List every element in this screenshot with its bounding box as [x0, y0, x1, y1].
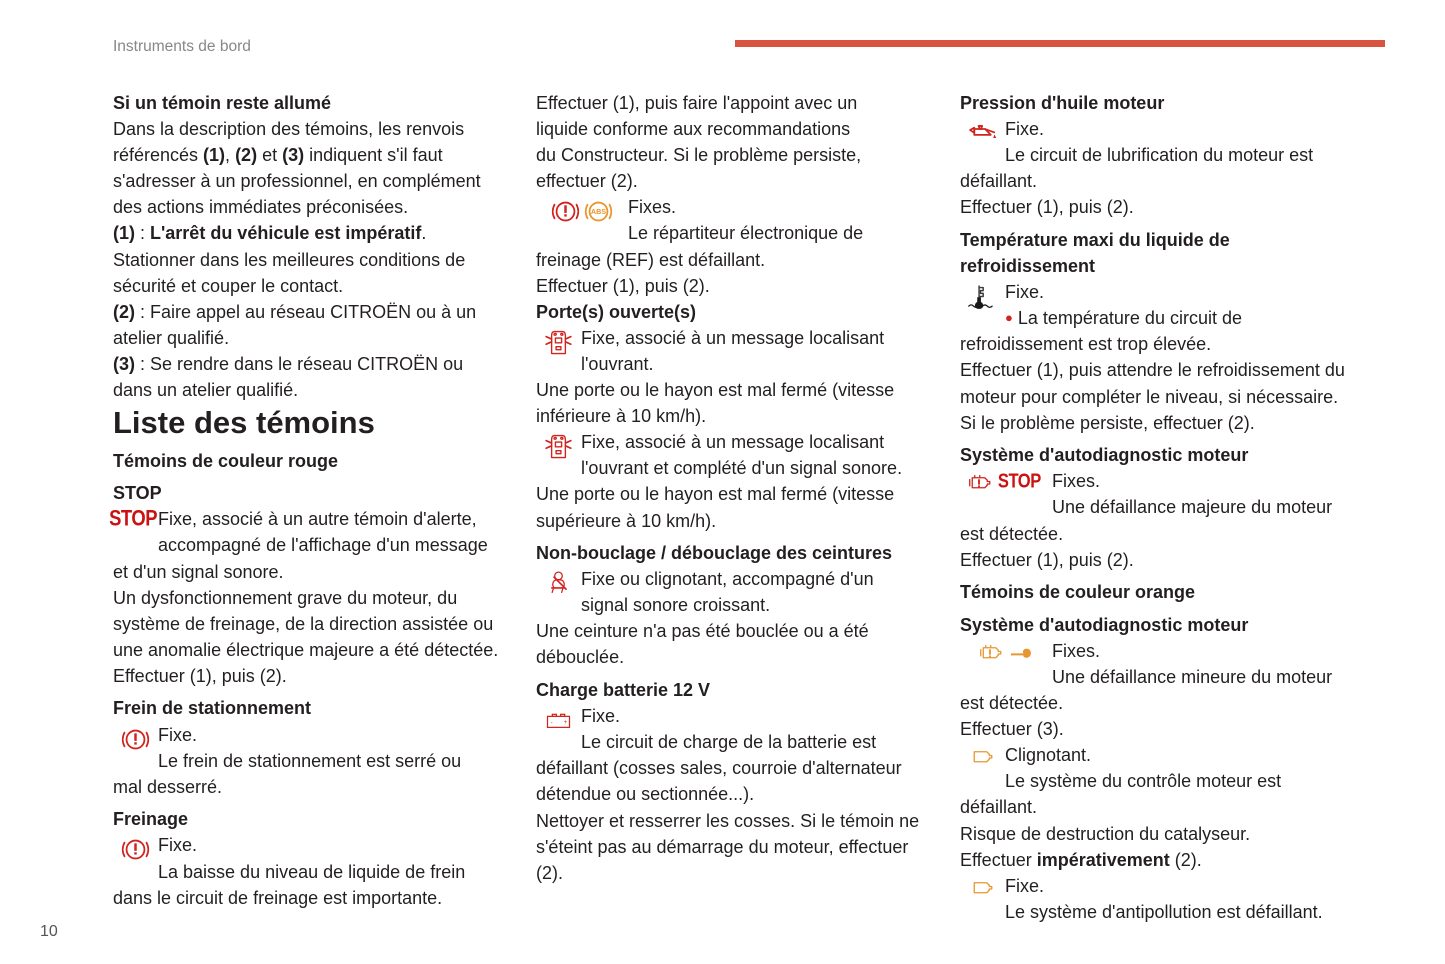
svg-text:-: - [551, 720, 553, 727]
svg-text:+: + [564, 719, 568, 726]
svg-text:ABS: ABS [591, 207, 606, 216]
